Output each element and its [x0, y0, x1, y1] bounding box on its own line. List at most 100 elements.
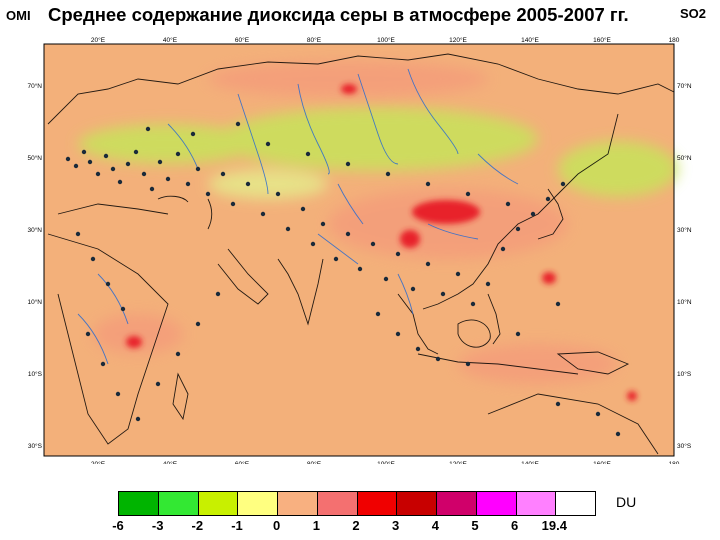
- station: [81, 149, 87, 155]
- station: [455, 271, 461, 277]
- river-9: [77, 313, 109, 365]
- low-region-pacific-north: [558, 141, 678, 197]
- station: [465, 361, 471, 367]
- station: [133, 149, 139, 155]
- colorbar-label: 2: [352, 518, 360, 533]
- lat-tick-label-right: 30°N: [677, 226, 692, 234]
- station: [595, 411, 601, 417]
- colorbar-label: -3: [151, 518, 164, 533]
- station: [115, 391, 121, 397]
- station: [545, 196, 551, 202]
- lat-tick-label-right: 10°S: [677, 370, 692, 378]
- coastline-australia: [487, 393, 659, 455]
- lat-tick-label-left: 10°N: [27, 298, 42, 306]
- moderate-so2-regions: [93, 61, 618, 384]
- station: [103, 153, 109, 159]
- lon-tick-label-top: 120°E: [449, 36, 467, 44]
- station: [515, 331, 521, 337]
- station: [530, 211, 536, 217]
- mod-region-east-asia: [328, 189, 568, 259]
- coastline-borneo: [457, 319, 491, 348]
- coastlines: [47, 53, 675, 455]
- colorbar-label: -1: [231, 518, 243, 533]
- colorbar: [118, 491, 596, 516]
- lon-tick-label-top: 20°E: [91, 36, 106, 44]
- lon-tick-label-top: 160°E: [593, 36, 611, 44]
- colorbar-segment: [556, 492, 595, 515]
- low-region-siberia: [218, 107, 538, 171]
- coastline-mediterranean: [57, 203, 169, 215]
- lat-tick-label-left: 10°S: [28, 370, 43, 378]
- lon-tick-label-bottom: 20°E: [91, 460, 106, 464]
- colorbar-label: 5: [471, 518, 479, 533]
- station: [505, 201, 511, 207]
- mod-region-africa: [93, 314, 183, 354]
- station: [149, 186, 155, 192]
- station: [410, 286, 416, 292]
- plot-border: [43, 43, 675, 457]
- station: [440, 291, 446, 297]
- lon-tick-label-bottom: 60°E: [235, 460, 250, 464]
- station: [190, 131, 196, 137]
- colorbar-segment: [516, 492, 557, 515]
- lat-tick-label-left: 70°N: [27, 82, 42, 90]
- station: [105, 281, 111, 287]
- station: [370, 241, 376, 247]
- plot-area: [43, 43, 678, 457]
- colorbar-unit: DU: [616, 494, 637, 510]
- station: [175, 151, 181, 157]
- station: [117, 179, 123, 185]
- map-base-field: [44, 44, 674, 456]
- station: [135, 416, 141, 422]
- colorbar-label: 1: [312, 518, 320, 533]
- coastline-madagascar: [172, 372, 189, 421]
- lat-tick-label-right: 10°N: [677, 298, 692, 306]
- mod-region-indonesia: [458, 344, 618, 384]
- coastline-japan: [537, 188, 564, 240]
- station: [220, 171, 226, 177]
- station: [305, 151, 311, 157]
- colorbar-label: -2: [191, 518, 204, 533]
- station: [205, 191, 211, 197]
- river-5: [477, 153, 519, 185]
- lat-tick-label-right: 30°S: [677, 442, 692, 450]
- low-region-central-asia: [208, 169, 328, 199]
- station: [95, 171, 101, 177]
- lon-tick-label-bottom: 160°E: [593, 460, 611, 464]
- colorbar-label: 4: [431, 518, 439, 533]
- instrument-label: OMI: [6, 8, 31, 23]
- river-10: [167, 123, 199, 170]
- station: [320, 221, 326, 227]
- station: [375, 311, 381, 317]
- station: [245, 181, 251, 187]
- station: [465, 191, 471, 197]
- hotspot-vanuatu: [627, 391, 637, 401]
- river-6: [427, 223, 479, 240]
- station: [125, 161, 131, 167]
- station: [345, 161, 351, 167]
- coastline-east-asia: [422, 113, 619, 310]
- station: [165, 176, 171, 182]
- station: [195, 166, 201, 172]
- station: [75, 231, 81, 237]
- lon-tick-label-top: 180: [669, 37, 680, 44]
- station: [333, 256, 339, 262]
- lon-tick-label-top: 60°E: [235, 36, 250, 44]
- coastline-africa: [47, 233, 169, 445]
- so2-map: 20°E 20°E 40°E 40°E 60°E 60°E 80°E 80°E 100°E 100…: [18, 34, 702, 464]
- station: [357, 266, 363, 272]
- station: [195, 321, 201, 327]
- coastline-new-guinea: [556, 351, 630, 375]
- station: [395, 251, 401, 257]
- colorbar-segment: [476, 492, 517, 515]
- river-1: [237, 93, 269, 195]
- colorbar-segment: [278, 492, 318, 515]
- station: [65, 156, 71, 162]
- station: [485, 281, 491, 287]
- river-12: [337, 183, 364, 225]
- station: [385, 171, 391, 177]
- station: [383, 276, 389, 282]
- station: [230, 201, 236, 207]
- station: [275, 191, 281, 197]
- hotspot-north-china: [412, 200, 480, 224]
